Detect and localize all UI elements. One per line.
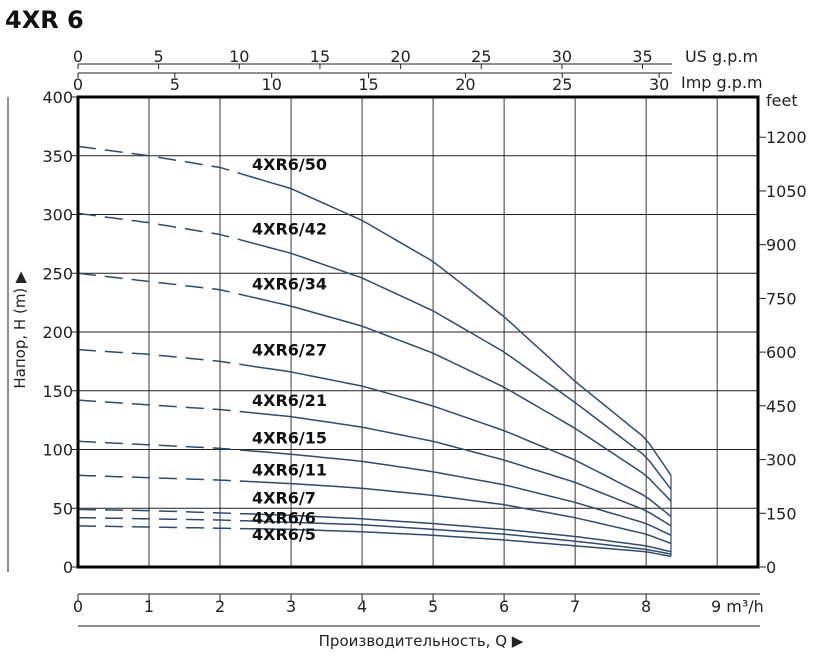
feet-tick-label: 600 — [766, 343, 797, 362]
x-axis-label: Производительность, Q ▶ — [319, 632, 524, 650]
us-gpm-tick-label: 5 — [154, 47, 164, 66]
y-tick-label: 400 — [42, 88, 73, 107]
us-gpm-tick-label: 30 — [552, 47, 572, 66]
curve-label: 4XR6/50 — [252, 155, 327, 174]
imp-gpm-tick-label: 30 — [649, 75, 669, 94]
us-gpm-tick-label: 35 — [632, 47, 652, 66]
y-tick-label: 0 — [63, 558, 73, 577]
feet-axis-ticks: 0 150 300 450 600 750 900 1050 1200 — [758, 128, 807, 577]
imp-gpm-unit-label: Imp g.p.m — [681, 73, 763, 92]
curve-label: 4XR6/21 — [252, 391, 327, 410]
curve-dashed-segment — [77, 440, 249, 452]
curve-solid-segment — [248, 411, 672, 527]
feet-tick-label: 1200 — [766, 128, 807, 147]
feet-tick-label: 450 — [766, 397, 797, 416]
feet-tick-label: 900 — [766, 236, 797, 255]
imp-gpm-tick-label: 25 — [552, 75, 572, 94]
curve-dashed-segment — [77, 508, 249, 515]
us-gpm-tick-label: 0 — [73, 47, 83, 66]
curve-solid-segment — [248, 513, 672, 553]
y-tick-label: 350 — [42, 147, 73, 166]
imp-gpm-tick-label: 20 — [455, 75, 475, 94]
curve-solid-segment — [248, 449, 672, 536]
chart-grid — [78, 97, 758, 567]
x-tick-label: 5 — [428, 597, 438, 616]
pump-curves — [77, 145, 672, 558]
curve-solid-segment — [248, 480, 672, 545]
curve-dashed-segment — [77, 212, 249, 243]
x-tick-label: 0 — [73, 597, 83, 616]
curve-dashed-segment — [77, 145, 249, 177]
curve-dashed-segment — [77, 272, 249, 298]
x-tick-label: 6 — [499, 597, 509, 616]
y-tick-label: 150 — [42, 382, 73, 401]
y-axis-label: Напор, H (m) ▶ — [11, 271, 29, 389]
us-gpm-tick-label: 20 — [390, 47, 410, 66]
feet-tick-label: 1050 — [766, 182, 807, 201]
y-axis-ticks: 0 50 100 150 200 250 300 350 400 — [42, 88, 78, 577]
y-tick-label: 50 — [53, 499, 73, 518]
curve-solid-segment — [248, 175, 672, 476]
curve-label: 4XR6/42 — [252, 219, 327, 238]
curve-solid-segment — [248, 364, 672, 518]
top-flow-axes: US g.p.m Imp g.p.m 0 5 10 15 20 25 30 35 0 5 10 15 2… — [73, 47, 763, 94]
x-tick-label: 1 — [144, 597, 154, 616]
x-axis: 0 1 2 3 4 5 6 7 8 — [73, 593, 760, 616]
y-tick-label: 100 — [42, 441, 73, 460]
feet-tick-label: 150 — [766, 504, 797, 523]
x-tick-label: 8 — [641, 597, 651, 616]
y-tick-label: 250 — [42, 264, 73, 283]
curve-label: 4XR6/11 — [252, 460, 327, 479]
y-tick-label: 200 — [42, 323, 73, 342]
imp-gpm-tick-label: 15 — [358, 75, 378, 94]
imp-gpm-tick-label: 5 — [170, 75, 180, 94]
y-tick-label: 300 — [42, 206, 73, 225]
imp-gpm-tick-label: 10 — [262, 75, 282, 94]
curve-solid-segment — [248, 241, 672, 490]
curve-label: 4XR6/27 — [252, 341, 327, 360]
curve-label: 4XR6/34 — [252, 275, 327, 294]
chart-title: 4XR 6 — [5, 6, 84, 34]
feet-tick-label: 300 — [766, 451, 797, 470]
feet-tick-label: 0 — [766, 558, 776, 577]
curve-dashed-segment — [77, 348, 249, 367]
curve-label: 4XR6/7 — [252, 489, 316, 508]
x-tick-label: 7 — [570, 597, 580, 616]
x-tick-label: 2 — [215, 597, 225, 616]
curve-dashed-segment — [77, 516, 249, 522]
x-unit-label: 9 m³/h — [711, 597, 764, 616]
imp-gpm-tick-label: 0 — [73, 75, 83, 94]
x-tick-label: 4 — [357, 597, 367, 616]
curve-label: 4XR6/15 — [252, 429, 327, 448]
feet-tick-label: 750 — [766, 289, 797, 308]
feet-unit-label: feet — [766, 91, 798, 110]
us-gpm-tick-label: 10 — [229, 47, 249, 66]
curve-dashed-segment — [78, 474, 249, 483]
curve-label: 4XR6/6 — [252, 509, 316, 528]
us-gpm-tick-label: 25 — [471, 47, 491, 66]
curve-solid-segment — [248, 527, 672, 558]
us-gpm-tick-label: 15 — [310, 47, 330, 66]
curve-solid-segment — [248, 520, 672, 555]
curve-dashed-segment — [78, 525, 249, 530]
x-tick-label: 3 — [286, 597, 296, 616]
curve-labels: 4XR6/50 4XR6/42 4XR6/34 4XR6/27 4XR6/21 4XR6/… — [252, 155, 327, 544]
curve-label: 4XR6/5 — [252, 525, 316, 544]
curve-dashed-segment — [77, 399, 249, 414]
us-gpm-unit-label: US g.p.m — [685, 47, 758, 66]
curve-solid-segment — [248, 295, 672, 502]
